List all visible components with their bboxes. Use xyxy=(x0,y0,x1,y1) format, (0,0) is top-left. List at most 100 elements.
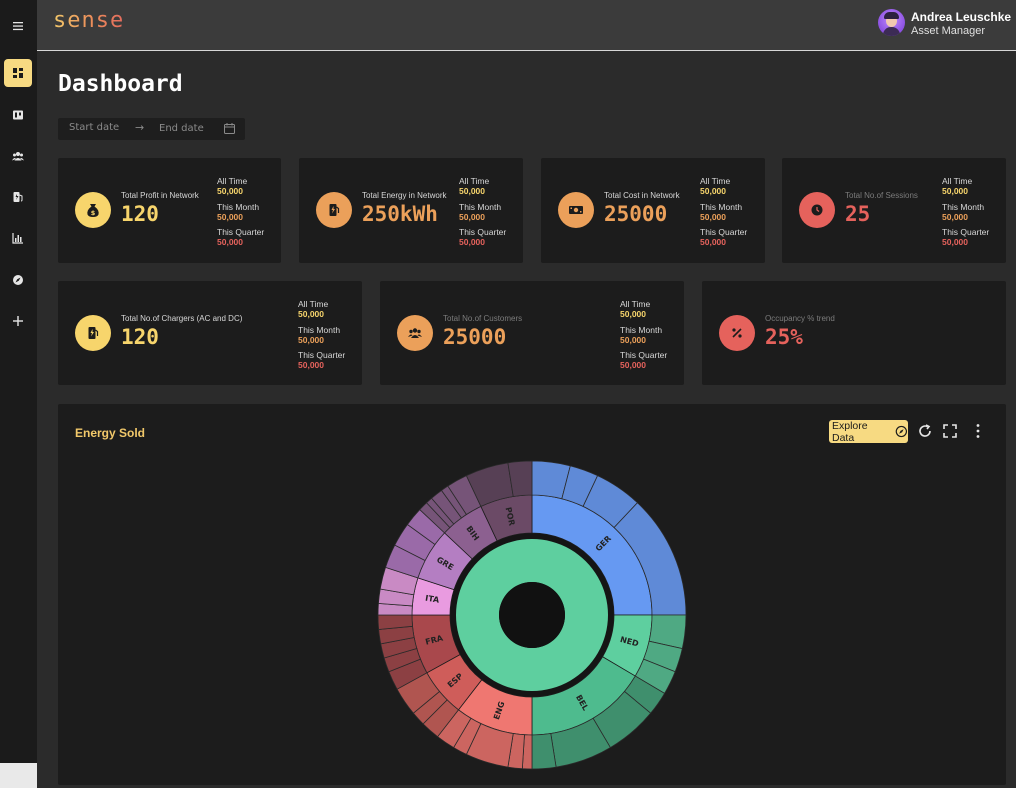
avatar[interactable] xyxy=(878,9,905,36)
brand-logo[interactable]: sense xyxy=(53,8,125,33)
stat-value-this-month: 50,000 xyxy=(942,211,968,222)
card-icon-circle xyxy=(397,315,433,351)
card-value: 250kWh xyxy=(362,202,438,226)
sidebar-item-add[interactable] xyxy=(4,307,32,335)
clock-icon xyxy=(811,204,823,216)
fuel-pump-icon xyxy=(329,204,340,216)
date-range-picker[interactable]: Start date → End date xyxy=(58,118,245,140)
sidebar-item-explore[interactable] xyxy=(4,266,32,294)
card-value: 25% xyxy=(765,325,803,349)
sidebar-item-analytics[interactable] xyxy=(4,224,32,252)
stat-value-this-month: 50,000 xyxy=(217,211,243,222)
stat-label-this-month: This Month xyxy=(620,324,663,335)
card-total-energy[interactable]: Total Energy in Network 250kWh All Time … xyxy=(299,158,523,263)
page-title: Dashboard xyxy=(58,71,183,97)
sunburst-center-hole xyxy=(499,582,565,648)
stat-label-all-time: All Time xyxy=(459,176,490,186)
stat-label-all-time: All Time xyxy=(298,299,329,309)
stat-label-all-time: All Time xyxy=(700,176,731,186)
sidebar-item-dashboard[interactable] xyxy=(4,59,32,87)
start-date-input[interactable]: Start date xyxy=(69,122,120,133)
sunburst-center-ring[interactable] xyxy=(455,539,608,691)
sunburst-segment-ger[interactable]: GER xyxy=(531,460,687,616)
sunburst-segment-bel[interactable]: BEL xyxy=(531,656,666,770)
group-icon xyxy=(408,328,422,338)
sunburst-segment-ita[interactable]: ITA xyxy=(377,566,455,616)
stat-label-all-time: All Time xyxy=(942,176,973,186)
card-total-profit[interactable]: $ Total Profit in Network 120 All Time 5… xyxy=(58,158,281,263)
card-icon-circle: $ xyxy=(75,192,111,228)
stat-label-this-quarter: This Quarter xyxy=(459,227,507,237)
card-total-sessions[interactable]: Total No.of Sessions 25 All Time 50,000 … xyxy=(782,158,1006,263)
top-header: sense Andrea Leuschke Asset Manager xyxy=(37,0,1016,51)
user-role: Asset Manager xyxy=(911,25,985,37)
card-stats: All Time 50,000 This Month 50,000 This Q… xyxy=(942,176,989,253)
stat-value-this-quarter: 50,000 xyxy=(620,360,646,370)
refresh-icon[interactable] xyxy=(917,423,933,439)
sunburst-segment-gre[interactable]: GRE xyxy=(385,509,473,591)
hamburger-icon xyxy=(13,22,23,31)
percent-icon xyxy=(732,328,742,338)
money-bag-icon: $ xyxy=(87,204,99,217)
stat-value-this-month: 50,000 xyxy=(459,211,485,222)
stat-value-this-quarter: 50,000 xyxy=(217,237,243,247)
sunburst-outer-arc[interactable] xyxy=(507,460,533,497)
explore-data-label: Explore Data xyxy=(832,419,868,444)
menu-toggle-button[interactable] xyxy=(4,12,32,40)
card-label: Occupancy % trend xyxy=(765,314,835,323)
stat-label-this-quarter: This Quarter xyxy=(942,227,990,237)
more-options-icon[interactable] xyxy=(970,423,986,439)
sunburst-segment-eng[interactable]: ENG xyxy=(437,679,533,770)
sidebar-item-chargers[interactable] xyxy=(4,183,32,211)
sunburst-segment-bih[interactable]: BIH xyxy=(419,475,498,560)
stat-label-this-month: This Month xyxy=(700,201,743,212)
stat-value-this-quarter: 50,000 xyxy=(459,237,485,247)
sidebar xyxy=(0,0,37,763)
card-stats: All Time 50,000 This Month 50,000 This Q… xyxy=(620,299,667,376)
bar-chart-icon xyxy=(12,233,23,244)
stat-label-all-time: All Time xyxy=(217,176,248,186)
plus-icon xyxy=(13,316,23,326)
card-total-customers[interactable]: Total No.of Customers 25000 All Time 50,… xyxy=(380,281,684,385)
sidebar-item-board[interactable] xyxy=(4,101,32,129)
sunburst-segment-ned[interactable]: NED xyxy=(602,614,687,694)
fullscreen-icon[interactable] xyxy=(942,423,958,439)
stat-value-this-month: 50,000 xyxy=(700,211,726,222)
stat-label-this-quarter: This Quarter xyxy=(298,350,346,360)
card-total-cost[interactable]: Total Cost in Network 25000 All Time 50,… xyxy=(541,158,765,263)
stat-label-this-month: This Month xyxy=(217,201,260,212)
sunburst-label: POR xyxy=(504,506,517,526)
panel-title: Energy Sold xyxy=(75,426,146,440)
board-icon xyxy=(13,110,23,120)
stat-value-this-month: 50,000 xyxy=(298,334,324,345)
card-occupancy-trend[interactable]: Occupancy % trend 25% xyxy=(702,281,1006,385)
card-stats: All Time 50,000 This Month 50,000 This Q… xyxy=(459,176,506,253)
stat-label-this-month: This Month xyxy=(942,201,985,212)
card-stats: All Time 50,000 This Month 50,000 This Q… xyxy=(298,299,345,376)
sidebar-footer xyxy=(0,763,37,788)
svg-text:$: $ xyxy=(91,209,96,217)
sunburst-segment-esp[interactable]: ESP xyxy=(396,653,483,738)
charger-icon xyxy=(88,327,99,339)
stat-label-this-quarter: This Quarter xyxy=(620,350,668,360)
sunburst-label: ITA xyxy=(425,594,441,605)
card-label: Total Profit in Network xyxy=(121,191,199,200)
sidebar-item-users[interactable] xyxy=(4,142,32,170)
sunburst-segment-fra[interactable]: FRA xyxy=(377,614,461,690)
card-label: Total Cost in Network xyxy=(604,191,680,200)
stat-label-this-month: This Month xyxy=(298,324,341,335)
stat-label-this-quarter: This Quarter xyxy=(217,227,265,237)
calendar-icon[interactable] xyxy=(224,123,235,134)
card-value: 120 xyxy=(121,325,159,349)
end-date-input[interactable]: End date xyxy=(159,123,204,134)
card-stats: All Time 50,000 This Month 50,000 This Q… xyxy=(217,176,264,253)
explore-data-button[interactable]: Explore Data xyxy=(829,419,908,444)
card-icon-circle xyxy=(316,192,352,228)
compass-icon xyxy=(895,425,908,438)
stat-label-this-month: This Month xyxy=(459,201,502,212)
stat-value-this-quarter: 50,000 xyxy=(700,237,726,247)
sunburst-segment-por[interactable]: POR xyxy=(465,460,533,542)
card-total-chargers[interactable]: Total No.of Chargers (AC and DC) 120 All… xyxy=(58,281,362,385)
card-label: Total No.of Customers xyxy=(443,314,523,323)
